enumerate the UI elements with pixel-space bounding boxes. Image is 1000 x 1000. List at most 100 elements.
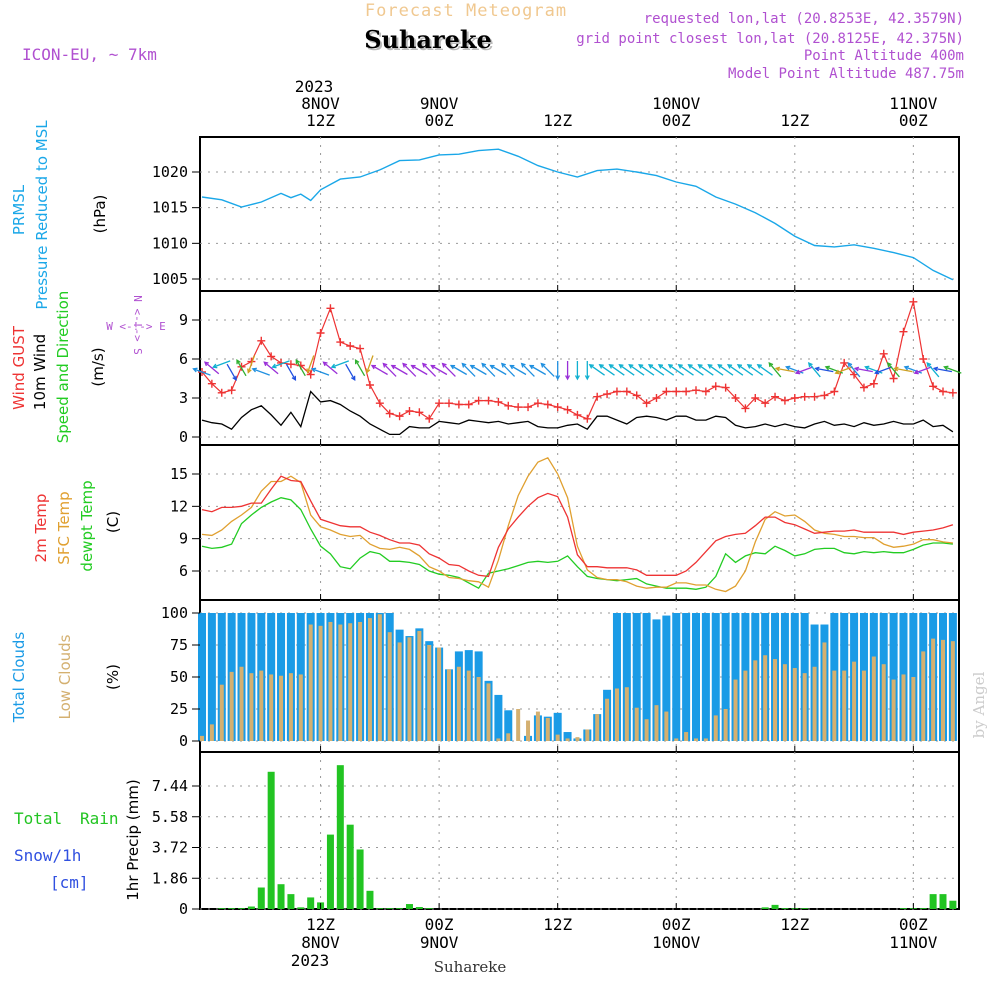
gust-marker (662, 387, 671, 396)
gust-marker (771, 392, 780, 401)
top-time-label: 00Z (662, 111, 691, 130)
precip-bar (326, 834, 334, 909)
gust-marker (672, 387, 681, 396)
wind-arrow-head (847, 362, 853, 368)
wind-arrow (422, 363, 437, 377)
low-cloud-bar (842, 670, 847, 741)
wind-arrow-head (528, 364, 535, 370)
wind-arrow-head (402, 362, 408, 368)
wind-arrow (490, 364, 507, 376)
wind-arrow-head (943, 365, 949, 371)
wind-arrow-head (203, 361, 210, 367)
wind-arrow (450, 364, 468, 376)
bottom-day-label: 9NOV (420, 933, 459, 952)
wind-arrow (402, 363, 417, 377)
wind-arrow-head (382, 362, 388, 368)
wind-arrow-head (618, 364, 624, 369)
wind-arrow (193, 368, 211, 376)
gust-marker (533, 399, 542, 408)
low-cloud-bar (664, 711, 669, 741)
wind-arrow-head (441, 362, 447, 368)
dewpt-line (201, 497, 953, 590)
gust-marker (494, 397, 503, 406)
low-cloud-bar (506, 733, 511, 741)
gust-marker (919, 355, 928, 363)
top-day-label: 8NOV (301, 94, 340, 113)
low-cloud-bar (822, 642, 827, 741)
label-ms: (m/s) (89, 347, 107, 386)
wind-arrow (668, 364, 684, 376)
low-cloud-bar (743, 670, 748, 741)
gust-marker (573, 410, 582, 419)
wind-arrow (470, 364, 487, 376)
gust-marker (889, 374, 898, 383)
gust-marker (948, 388, 957, 397)
wind-arrow (648, 364, 665, 376)
wind-arrow-head (932, 366, 939, 372)
low-cloud-bar (644, 719, 649, 741)
low-cloud-bar (200, 735, 204, 741)
low-cloud-bar (575, 737, 580, 741)
low-cloud-bar (832, 670, 837, 741)
wind-arrow-head (707, 364, 713, 369)
top-time-label: 00Z (899, 111, 928, 130)
wind-arrow-head (247, 368, 252, 374)
gust-marker (622, 387, 631, 396)
wind-arrow (461, 363, 476, 377)
low-cloud-bar (585, 729, 590, 741)
low-cloud-bar (733, 679, 738, 741)
wind-arrow-head (785, 365, 791, 371)
wind-arrow (926, 362, 940, 378)
gust-marker (652, 394, 661, 402)
gust-marker (217, 388, 226, 397)
model-label: ICON-EU, ~ 7km (22, 45, 157, 64)
low-cloud-bar (338, 624, 343, 741)
side-labels: PRMSL Pressure Reduced to MSL (hPa) Wind… (10, 120, 166, 901)
precip-bar (247, 906, 255, 909)
precip-bar (238, 908, 246, 909)
total-cloud-bar (642, 613, 651, 741)
wind-arrow-head (350, 375, 356, 381)
wind-arrow (521, 363, 535, 377)
precip-bar (336, 765, 344, 909)
gust-marker (445, 399, 453, 408)
precip-bar (307, 897, 315, 909)
bottom-time-label: 00Z (662, 915, 691, 934)
precip-bar (218, 908, 226, 909)
low-cloud-bar (486, 683, 491, 741)
precip-bar (801, 908, 809, 909)
low-cloud-bar (526, 720, 531, 741)
low-cloud-bar (269, 674, 274, 741)
precip-bar (771, 904, 779, 909)
y-tick-label: 1010 (152, 234, 188, 252)
gust-marker (929, 382, 938, 391)
wind-arrow (747, 364, 764, 376)
wind-arrow-head (212, 363, 218, 369)
gust-marker (336, 338, 345, 347)
label-dew: dewpt Temp (78, 480, 96, 571)
low-cloud-bar (358, 621, 363, 741)
footer-location: Suhareke (434, 958, 507, 976)
gust-marker (405, 407, 414, 415)
y-tick-label: 9 (179, 530, 188, 548)
low-cloud-bar (229, 671, 234, 741)
low-cloud-bar (437, 647, 442, 741)
low-cloud-bar (535, 711, 540, 741)
total-cloud-bar (889, 613, 898, 741)
gust-marker (731, 394, 740, 402)
low-cloud-bar (614, 688, 619, 741)
low-cloud-bar (782, 664, 787, 741)
precip-bar (346, 824, 354, 909)
wind-arrow-head (421, 362, 427, 368)
wind-arrow (933, 367, 953, 373)
total-cloud-bar (207, 613, 216, 741)
gust-marker (682, 387, 691, 396)
low-cloud-bar (427, 645, 432, 741)
gust-marker (840, 358, 849, 367)
low-cloud-bar (773, 659, 778, 741)
low-cloud-bar (279, 675, 284, 741)
wind-arrow-head (628, 364, 634, 369)
low-cloud-bar (555, 734, 560, 741)
wind-arrow (658, 364, 675, 376)
